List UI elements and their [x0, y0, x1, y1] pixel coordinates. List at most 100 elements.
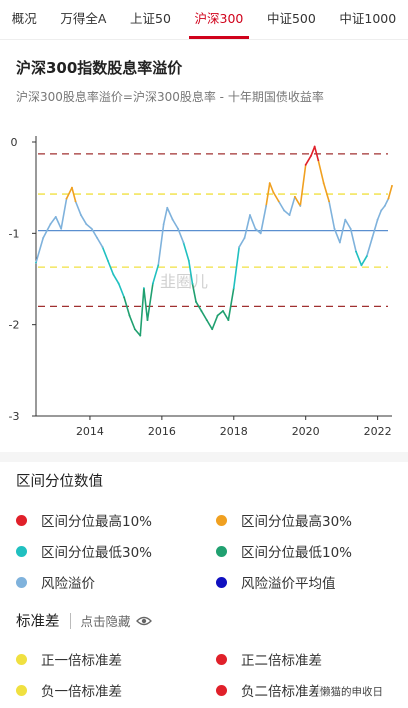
legend-top30[interactable]: 区间分位最高30%	[216, 510, 352, 530]
dividend-premium-chart[interactable]: 0 -1 -2 -3 2014 2016 2018 2020 2022	[0, 128, 408, 450]
series-segment	[333, 227, 341, 244]
tab-csi500[interactable]: 中证500	[266, 11, 316, 26]
series-point	[294, 195, 296, 198]
series-point	[232, 287, 235, 290]
series-point	[54, 215, 57, 218]
series-point	[205, 319, 208, 321]
series-point	[322, 182, 325, 184]
tab-wind-all-a[interactable]: 万得全A	[60, 11, 107, 26]
series-point	[391, 184, 393, 187]
series-segment	[283, 209, 291, 216]
series-point	[146, 319, 149, 321]
series-point	[142, 287, 145, 290]
legend-top10-dot	[16, 514, 27, 526]
series-segment	[85, 223, 93, 230]
legend-minus-2-std[interactable]: 负二倍标准差	[216, 680, 322, 700]
series-segment	[349, 227, 357, 253]
series-point	[117, 282, 120, 285]
series-segment	[146, 282, 154, 321]
series-point	[387, 197, 390, 200]
y-tick-label: 0	[11, 136, 18, 149]
series-point	[344, 218, 347, 221]
std-title: 标准差	[16, 614, 60, 630]
series-point	[355, 250, 357, 253]
legend-plus-1-std[interactable]: 正一倍标准差	[16, 649, 122, 669]
legend-plus-2-std[interactable]: 正二倍标准差	[216, 649, 322, 669]
series-segment	[152, 264, 160, 285]
series-point	[304, 163, 307, 166]
series-segment	[117, 282, 125, 299]
series-point	[283, 209, 286, 212]
series-point	[133, 328, 136, 331]
series-point	[238, 246, 241, 248]
tab-csi300[interactable]: 沪深300	[183, 0, 255, 39]
series-segment	[112, 273, 120, 285]
series-point	[268, 182, 271, 184]
series-segment	[313, 145, 320, 162]
legend-risk-premium-mean-label: 风险溢价平均值	[241, 576, 336, 592]
legend-plus-1-std-label: 正一倍标准差	[41, 653, 122, 669]
std-toggle-button[interactable]: 点击隐藏	[81, 611, 152, 630]
series-segment	[166, 206, 174, 221]
series-segment	[188, 259, 194, 285]
series-point	[299, 205, 302, 207]
legend-title: 区间分位数值	[16, 474, 103, 490]
series-segment	[339, 218, 347, 244]
y-tick-label: -2	[9, 319, 20, 332]
x-tick-label: 2018	[220, 425, 248, 438]
std-toggle-label: 点击隐藏	[80, 614, 131, 629]
legend-top10-label: 区间分位最高10%	[41, 514, 153, 530]
legend-risk-premium-mean-dot	[216, 576, 227, 588]
series-segment	[380, 205, 386, 212]
series-point	[101, 246, 104, 248]
series-point	[259, 232, 262, 235]
series-segment	[243, 214, 251, 239]
series-point	[349, 227, 352, 230]
legend-risk-premium-mean[interactable]: 风险溢价平均值	[216, 572, 336, 592]
series-point	[277, 200, 280, 203]
series-segment	[310, 145, 316, 157]
series-point	[191, 282, 194, 285]
series-segment	[344, 218, 352, 230]
legend-plus-2-std-dot	[216, 653, 227, 665]
series-segment	[371, 218, 379, 239]
series-point	[272, 191, 275, 194]
eye-icon	[135, 616, 152, 625]
x-tick-label: 2016	[148, 425, 176, 438]
legend-risk-premium[interactable]: 风险溢价	[16, 572, 95, 592]
series-segment	[299, 164, 307, 207]
series-point	[162, 223, 165, 226]
legend-minus-1-std[interactable]: 负一倍标准差	[16, 680, 122, 700]
series-segment	[355, 250, 363, 267]
tab-csi1000[interactable]: 中证1000	[339, 11, 397, 26]
series-segment	[71, 186, 77, 203]
series-segment	[162, 206, 169, 225]
series-point	[376, 218, 379, 221]
series-point	[42, 237, 45, 239]
series-point	[65, 197, 68, 200]
legend-bottom30[interactable]: 区间分位最低30%	[16, 541, 152, 561]
series-point	[112, 273, 115, 276]
corner-watermark: 懒猫的申收日	[318, 683, 385, 700]
legend-bottom10-dot	[216, 545, 227, 557]
legend-bottom30-dot	[16, 545, 27, 557]
series-point	[227, 319, 230, 321]
series-segment	[384, 197, 390, 207]
series-segment	[232, 246, 240, 289]
series-point	[96, 237, 99, 239]
tab-overview[interactable]: 概况	[11, 11, 37, 26]
series-segment	[376, 209, 383, 221]
series-point	[222, 310, 224, 312]
series-point	[60, 227, 63, 230]
series-point	[371, 237, 374, 239]
x-tick-label: 2022	[364, 425, 392, 438]
series-point	[243, 237, 246, 239]
legend-top10[interactable]: 区间分位最高10%	[16, 510, 152, 530]
series-point	[74, 200, 77, 203]
tab-sse50[interactable]: 上证50	[130, 11, 171, 26]
y-tick-label: -3	[9, 410, 20, 423]
legend-bottom10[interactable]: 区间分位最低10%	[216, 541, 352, 561]
series-point	[177, 227, 179, 230]
series-point	[383, 205, 386, 207]
x-tick-label: 2020	[292, 425, 320, 438]
